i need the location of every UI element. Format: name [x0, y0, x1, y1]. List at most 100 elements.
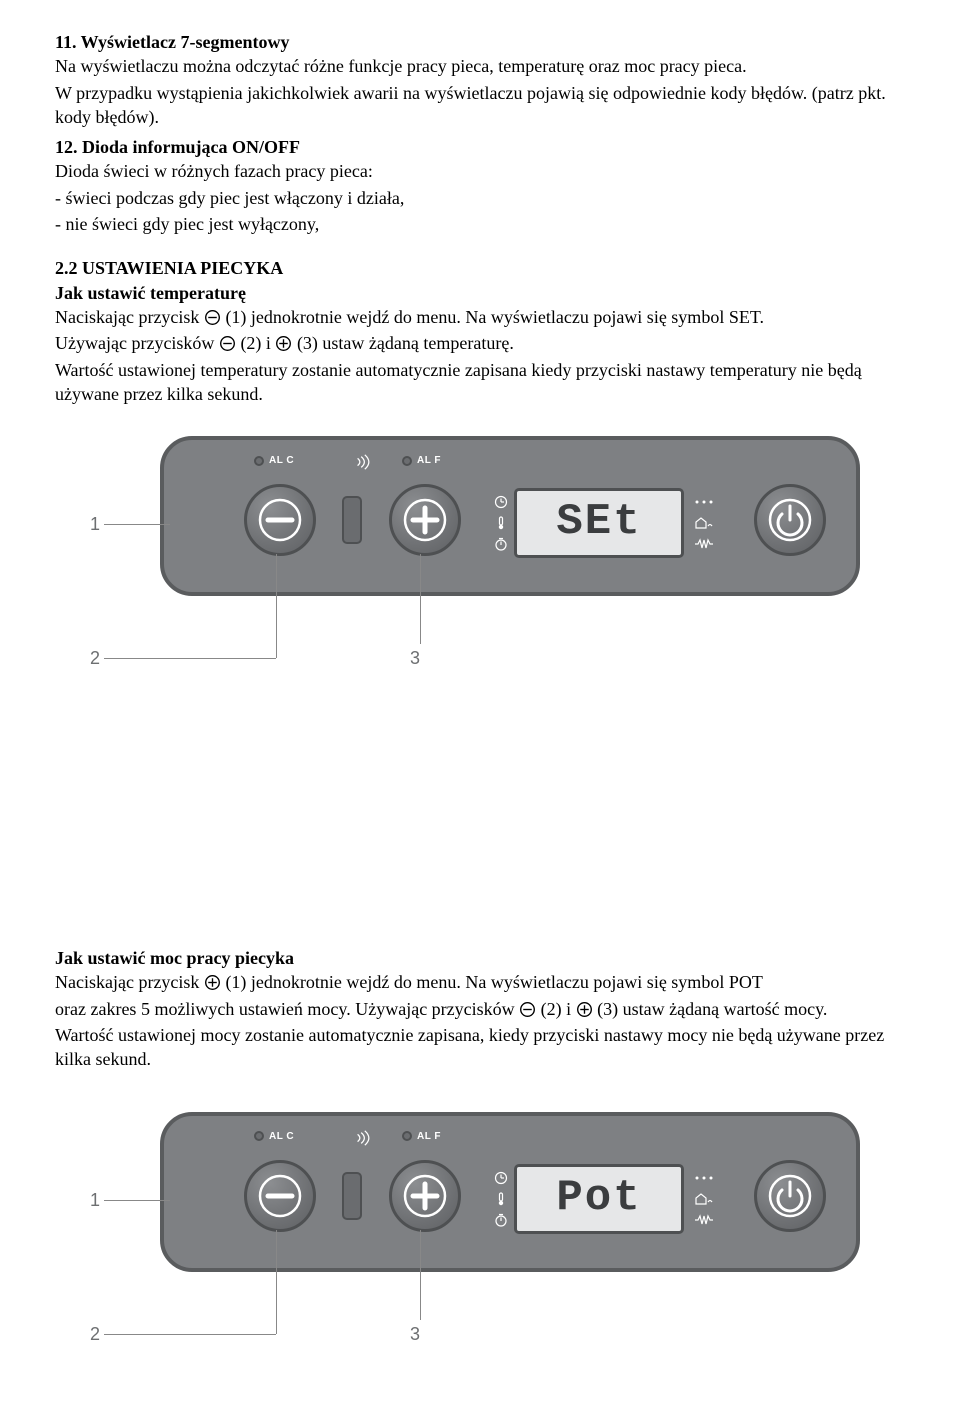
section-22-sub: Jak ustawić temperaturę: [55, 281, 905, 305]
thermometer-icon: [494, 1192, 508, 1206]
led-row: AL C AL F: [164, 1130, 856, 1148]
control-panel-figure-set: AL C AL F SEt 1 2: [90, 436, 870, 686]
ir-receiver: [342, 496, 362, 544]
led-label: AL C: [269, 454, 294, 468]
callout-line: [276, 1230, 277, 1334]
power-icon: [768, 1174, 812, 1218]
led-label: AL F: [417, 454, 441, 468]
text: (3) ustaw żądaną temperaturę.: [297, 333, 514, 353]
minus-circle-icon: [219, 335, 236, 352]
callout-3: 3: [410, 1322, 420, 1346]
text: (2) i: [541, 999, 576, 1019]
led-alc: AL C: [254, 1130, 294, 1144]
section-12-li2: - nie świeci gdy piec jest wyłączony,: [55, 212, 905, 236]
led-label: AL C: [269, 1130, 294, 1144]
ir-receiver: [342, 1172, 362, 1220]
minus-icon: [258, 1174, 302, 1218]
led-dot: [402, 456, 412, 466]
callout-2: 2: [90, 646, 100, 670]
house-icon: [694, 516, 714, 530]
section-power-p1: Naciskając przycisk (1) jednokrotnie wej…: [55, 970, 905, 994]
section-power: Jak ustawić moc pracy piecyka Naciskając…: [55, 946, 905, 1071]
chrono-icon: [494, 537, 508, 551]
callout-line: [420, 1230, 421, 1320]
section-11: 11. Wyświetlacz 7-segmentowy Na wyświetl…: [55, 30, 905, 129]
callout-3: 3: [410, 646, 420, 670]
plus-icon: [403, 498, 447, 542]
text: oraz zakres 5 możliwych ustawień mocy. U…: [55, 999, 519, 1019]
lcd-display: Pot: [514, 1164, 684, 1234]
minus-button[interactable]: [244, 484, 316, 556]
section-22: 2.2 USTAWIENIA PIECYKA Jak ustawić tempe…: [55, 256, 905, 406]
callout-line: [104, 658, 276, 659]
plus-circle-icon: [275, 335, 292, 352]
minus-icon: [258, 498, 302, 542]
text: (1) jednokrotnie wejdź do menu. Na wyświ…: [225, 972, 762, 992]
plus-icon: [403, 1174, 447, 1218]
text: Używając przycisków: [55, 333, 219, 353]
plus-button[interactable]: [389, 484, 461, 556]
chrono-icon: [494, 1213, 508, 1227]
text: (1) jednokrotnie wejdź do menu. Na wyświ…: [225, 307, 764, 327]
resistor-icon: [694, 1213, 714, 1227]
thermometer-icon: [494, 516, 508, 530]
callout-2: 2: [90, 1322, 100, 1346]
callout-line: [276, 554, 277, 658]
led-alf: AL F: [402, 454, 441, 468]
section-12-title: 12. Dioda informująca ON/OFF: [55, 135, 905, 159]
lcd-text: Pot: [556, 1169, 641, 1228]
section-11-p1: Na wyświetlaczu można odczytać różne fun…: [55, 54, 905, 78]
control-panel-figure-pot: AL C AL F Pot 1 2 3: [90, 1112, 870, 1362]
dots-icon: [694, 1171, 714, 1185]
power-icon: [768, 498, 812, 542]
callout-1: 1: [90, 512, 100, 536]
led-label: AL F: [417, 1130, 441, 1144]
plus-circle-icon: [204, 974, 221, 991]
led-dot: [402, 1131, 412, 1141]
callout-line: [104, 524, 170, 525]
section-11-title: 11. Wyświetlacz 7-segmentowy: [55, 30, 905, 54]
text: (2) i: [240, 333, 275, 353]
minus-circle-icon: [204, 309, 221, 326]
led-alc: AL C: [254, 454, 294, 468]
section-11-p2: W przypadku wystąpienia jakichkolwiek aw…: [55, 81, 905, 130]
minus-circle-icon: [519, 1001, 536, 1018]
callout-line: [420, 554, 421, 644]
section-12: 12. Dioda informująca ON/OFF Dioda świec…: [55, 135, 905, 236]
lcd-display: SEt: [514, 488, 684, 558]
section-22-title: 2.2 USTAWIENIA PIECYKA: [55, 256, 905, 280]
section-12-p1: Dioda świeci w różnych fazach pracy piec…: [55, 159, 905, 183]
section-12-li1: - świeci podczas gdy piec jest włączony …: [55, 186, 905, 210]
lcd-text: SEt: [556, 493, 641, 552]
plus-circle-icon: [576, 1001, 593, 1018]
led-alf: AL F: [402, 1130, 441, 1144]
led-dot: [254, 1131, 264, 1141]
text: Naciskając przycisk: [55, 972, 204, 992]
led-row: AL C AL F: [164, 454, 856, 472]
section-22-p3: Wartość ustawionej temperatury zostanie …: [55, 358, 905, 407]
section-22-p1: Naciskając przycisk (1) jednokrotnie wej…: [55, 305, 905, 329]
panel-body: AL C AL F SEt: [160, 436, 860, 596]
section-power-p2: oraz zakres 5 możliwych ustawień mocy. U…: [55, 997, 905, 1021]
section-22-p2: Używając przycisków (2) i (3) ustaw żąda…: [55, 331, 905, 355]
clock-icon: [494, 495, 508, 509]
callout-1: 1: [90, 1188, 100, 1212]
clock-icon: [494, 1171, 508, 1185]
text: Naciskając przycisk: [55, 307, 204, 327]
minus-button[interactable]: [244, 1160, 316, 1232]
callout-line: [104, 1200, 170, 1201]
plus-button[interactable]: [389, 1160, 461, 1232]
sound-icon: [354, 1129, 372, 1147]
text: (3) ustaw żądaną wartość mocy.: [597, 999, 827, 1019]
panel-body: AL C AL F Pot: [160, 1112, 860, 1272]
power-button[interactable]: [754, 484, 826, 556]
power-button[interactable]: [754, 1160, 826, 1232]
house-icon: [694, 1192, 714, 1206]
led-dot: [254, 456, 264, 466]
dots-icon: [694, 495, 714, 509]
section-power-sub: Jak ustawić moc pracy piecyka: [55, 946, 905, 970]
resistor-icon: [694, 537, 714, 551]
sound-icon: [354, 453, 372, 471]
section-power-p3: Wartość ustawionej mocy zostanie automat…: [55, 1023, 905, 1072]
callout-line: [104, 1334, 276, 1335]
